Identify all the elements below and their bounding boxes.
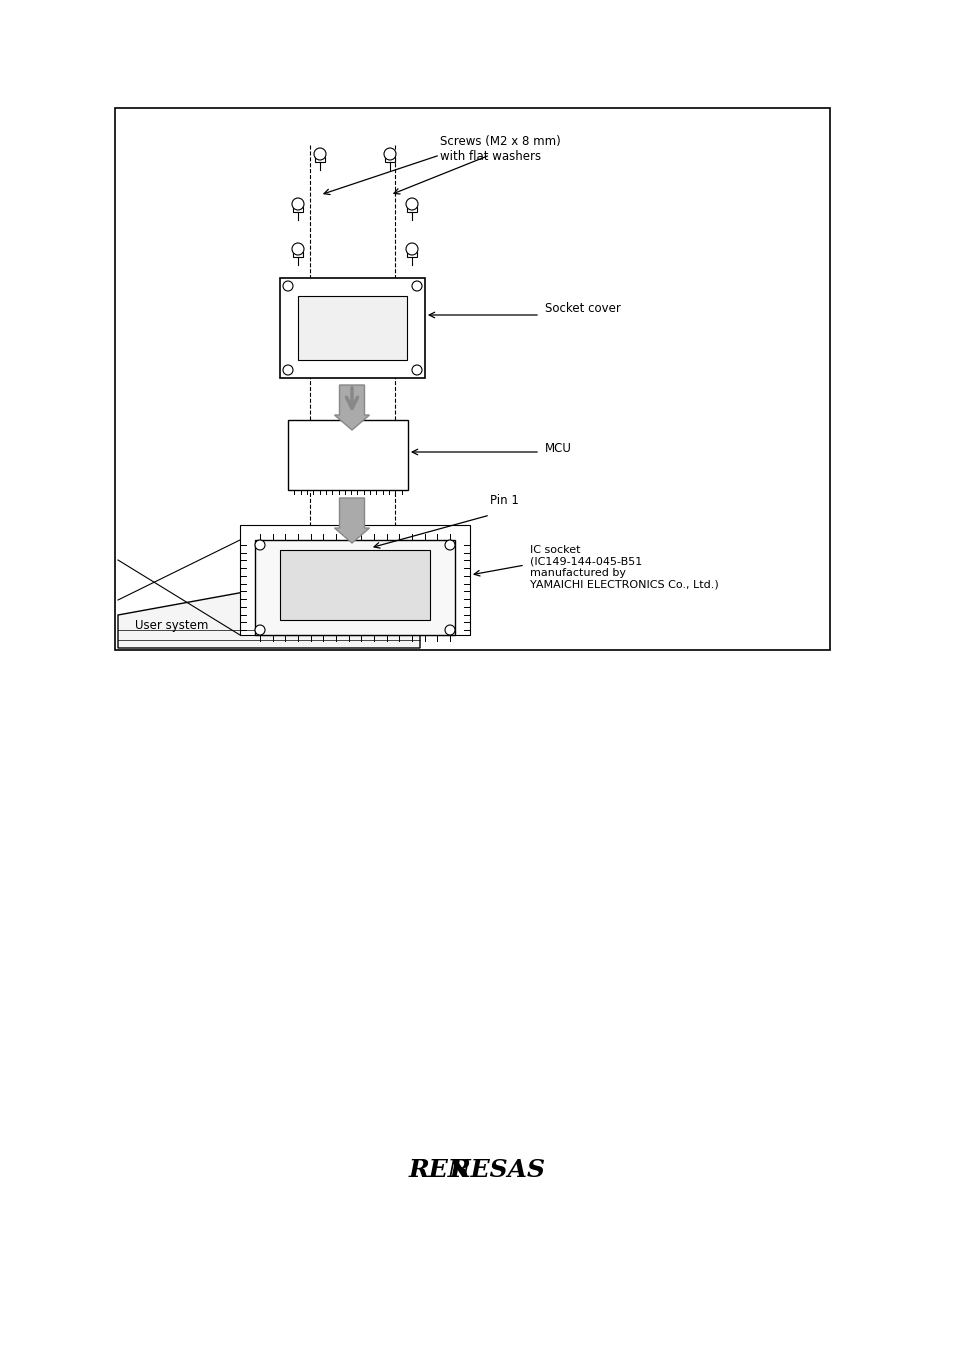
FancyArrow shape <box>335 385 369 430</box>
Circle shape <box>444 626 455 635</box>
Circle shape <box>384 149 395 159</box>
Text: RENESAS: RENESAS <box>408 1158 545 1182</box>
Bar <box>297 296 407 359</box>
Bar <box>280 550 430 620</box>
Circle shape <box>292 243 304 255</box>
Bar <box>407 253 416 257</box>
Text: R: R <box>449 1158 470 1182</box>
Bar <box>288 420 408 490</box>
Circle shape <box>283 281 293 290</box>
Circle shape <box>412 365 421 376</box>
Circle shape <box>254 540 265 550</box>
Circle shape <box>406 199 417 209</box>
Bar <box>280 278 424 378</box>
Polygon shape <box>118 561 419 648</box>
Circle shape <box>406 243 417 255</box>
Bar <box>115 108 829 650</box>
Text: Pin 1: Pin 1 <box>490 493 518 507</box>
Text: User system: User system <box>135 619 208 631</box>
Circle shape <box>412 281 421 290</box>
Circle shape <box>254 626 265 635</box>
FancyArrow shape <box>335 499 369 543</box>
Text: MCU: MCU <box>544 442 571 454</box>
Bar <box>407 207 416 212</box>
Bar <box>240 526 470 635</box>
Circle shape <box>444 540 455 550</box>
Bar <box>293 253 303 257</box>
Bar <box>293 207 303 212</box>
Text: Socket cover: Socket cover <box>544 301 620 315</box>
Circle shape <box>292 199 304 209</box>
Bar <box>254 540 455 635</box>
Bar <box>314 157 325 162</box>
Text: IC socket
(IC149-144-045-B51
manufactured by
YAMAICHI ELECTRONICS Co., Ltd.): IC socket (IC149-144-045-B51 manufacture… <box>530 544 718 590</box>
Circle shape <box>283 365 293 376</box>
Circle shape <box>314 149 326 159</box>
Bar <box>385 157 395 162</box>
Text: Screws (M2 x 8 mm)
with flat washers: Screws (M2 x 8 mm) with flat washers <box>439 135 560 163</box>
